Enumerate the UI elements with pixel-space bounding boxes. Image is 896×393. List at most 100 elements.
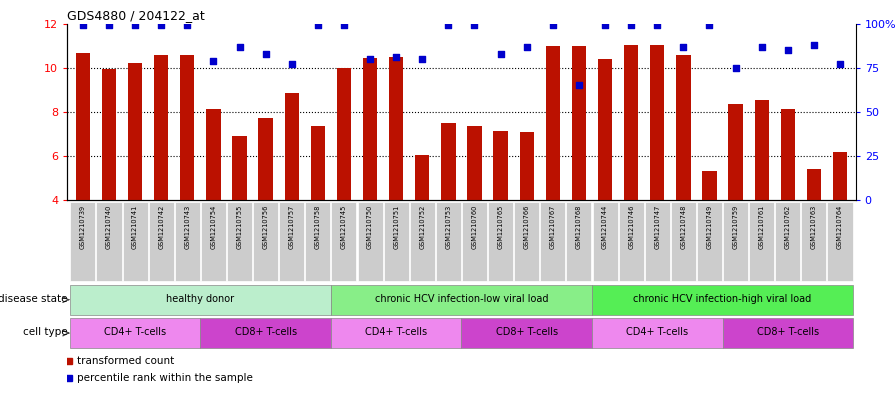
Bar: [494, 131, 508, 200]
Point: [206, 58, 220, 64]
Bar: [775, 202, 800, 281]
Bar: [828, 202, 853, 281]
Point: [702, 22, 717, 29]
Point: [363, 56, 377, 62]
Text: GSM1210755: GSM1210755: [237, 204, 243, 249]
Bar: [520, 132, 534, 200]
Text: chronic HCV infection-low viral load: chronic HCV infection-low viral load: [375, 294, 548, 304]
Bar: [624, 44, 638, 200]
Point: [806, 42, 821, 48]
Text: GSM1210767: GSM1210767: [550, 204, 556, 249]
Point: [441, 22, 455, 29]
Bar: [253, 202, 278, 281]
Point: [285, 61, 299, 67]
Bar: [592, 285, 853, 315]
Bar: [806, 169, 821, 200]
Bar: [389, 57, 403, 200]
Bar: [332, 202, 357, 281]
Text: CD4+ T-cells: CD4+ T-cells: [104, 327, 166, 338]
Text: CD4+ T-cells: CD4+ T-cells: [365, 327, 427, 338]
Bar: [645, 202, 670, 281]
Text: GSM1210760: GSM1210760: [471, 204, 478, 249]
Point: [311, 22, 325, 29]
Bar: [97, 202, 122, 281]
Bar: [102, 69, 116, 200]
Bar: [227, 202, 252, 281]
Bar: [180, 55, 194, 200]
Text: GSM1210761: GSM1210761: [759, 204, 764, 249]
Bar: [833, 152, 848, 200]
Bar: [415, 155, 429, 200]
Point: [728, 64, 743, 71]
Point: [494, 50, 508, 57]
Bar: [566, 202, 591, 281]
Bar: [383, 202, 409, 281]
Bar: [702, 171, 717, 200]
Bar: [285, 93, 299, 200]
Point: [598, 22, 612, 29]
Text: GSM1210764: GSM1210764: [837, 204, 843, 249]
Bar: [363, 58, 377, 200]
Text: GSM1210758: GSM1210758: [314, 204, 321, 249]
Bar: [258, 118, 272, 200]
Bar: [154, 55, 168, 200]
Text: GSM1210759: GSM1210759: [733, 204, 738, 249]
Bar: [280, 202, 305, 281]
Bar: [749, 202, 774, 281]
Point: [337, 22, 351, 29]
Text: GDS4880 / 204122_at: GDS4880 / 204122_at: [67, 9, 205, 22]
Text: GSM1210745: GSM1210745: [341, 204, 347, 249]
Bar: [201, 202, 226, 281]
Text: GSM1210754: GSM1210754: [211, 204, 217, 249]
Bar: [206, 109, 220, 200]
Bar: [358, 202, 383, 281]
Bar: [331, 285, 592, 315]
Text: GSM1210757: GSM1210757: [289, 204, 295, 249]
Bar: [149, 202, 174, 281]
Bar: [232, 136, 246, 200]
Point: [676, 44, 691, 50]
Bar: [801, 202, 826, 281]
Point: [520, 44, 534, 50]
Bar: [697, 202, 722, 281]
Text: GSM1210756: GSM1210756: [263, 204, 269, 249]
Bar: [435, 202, 461, 281]
Bar: [618, 202, 643, 281]
Bar: [722, 318, 853, 348]
Bar: [70, 202, 95, 281]
Text: disease state: disease state: [0, 294, 67, 304]
Text: GSM1210765: GSM1210765: [497, 204, 504, 249]
Text: GSM1210768: GSM1210768: [576, 204, 582, 249]
Bar: [468, 127, 482, 200]
Point: [415, 56, 429, 62]
Text: GSM1210741: GSM1210741: [132, 204, 138, 249]
Bar: [409, 202, 435, 281]
Text: GSM1210742: GSM1210742: [159, 204, 164, 249]
Bar: [780, 109, 795, 200]
Bar: [572, 46, 586, 200]
Bar: [728, 104, 743, 200]
Bar: [337, 68, 351, 200]
Bar: [671, 202, 696, 281]
Point: [232, 44, 246, 50]
Point: [754, 44, 769, 50]
Text: healthy donor: healthy donor: [167, 294, 235, 304]
Bar: [540, 202, 565, 281]
Text: CD8+ T-cells: CD8+ T-cells: [495, 327, 558, 338]
Bar: [175, 202, 200, 281]
Point: [258, 50, 272, 57]
Text: percentile rank within the sample: percentile rank within the sample: [77, 373, 253, 383]
Bar: [201, 318, 331, 348]
Bar: [650, 44, 665, 200]
Point: [180, 22, 194, 29]
Text: CD8+ T-cells: CD8+ T-cells: [757, 327, 819, 338]
Text: GSM1210748: GSM1210748: [680, 204, 686, 249]
Bar: [592, 318, 722, 348]
Text: GSM1210740: GSM1210740: [106, 204, 112, 249]
Point: [468, 22, 482, 29]
Bar: [514, 202, 539, 281]
Text: GSM1210744: GSM1210744: [602, 204, 608, 249]
Point: [154, 22, 168, 29]
Text: GSM1210749: GSM1210749: [706, 204, 712, 249]
Bar: [70, 285, 331, 315]
